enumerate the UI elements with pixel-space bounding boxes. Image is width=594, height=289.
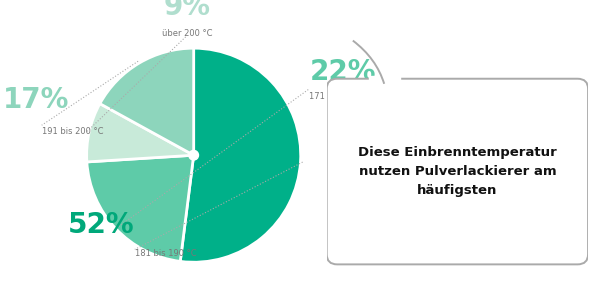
Text: 181 bis 190 °C: 181 bis 190 °C [135,249,197,258]
Text: 171 bis 180 °C: 171 bis 180 °C [309,92,371,101]
Circle shape [189,150,198,160]
Text: 9%: 9% [164,0,211,21]
Wedge shape [180,48,301,262]
Text: über 200 °C: über 200 °C [162,29,213,38]
Text: 17%: 17% [3,86,69,114]
Text: Diese Einbrenntemperatur
nutzen Pulverlackierer am
häufigsten: Diese Einbrenntemperatur nutzen Pulverla… [358,146,557,197]
Text: 52%: 52% [67,211,134,239]
Wedge shape [100,48,194,155]
Wedge shape [87,155,194,261]
Wedge shape [87,104,194,162]
Text: 22%: 22% [309,58,376,86]
FancyBboxPatch shape [327,79,588,264]
Polygon shape [368,76,400,91]
Text: 191 bis 200 °C: 191 bis 200 °C [42,127,103,136]
